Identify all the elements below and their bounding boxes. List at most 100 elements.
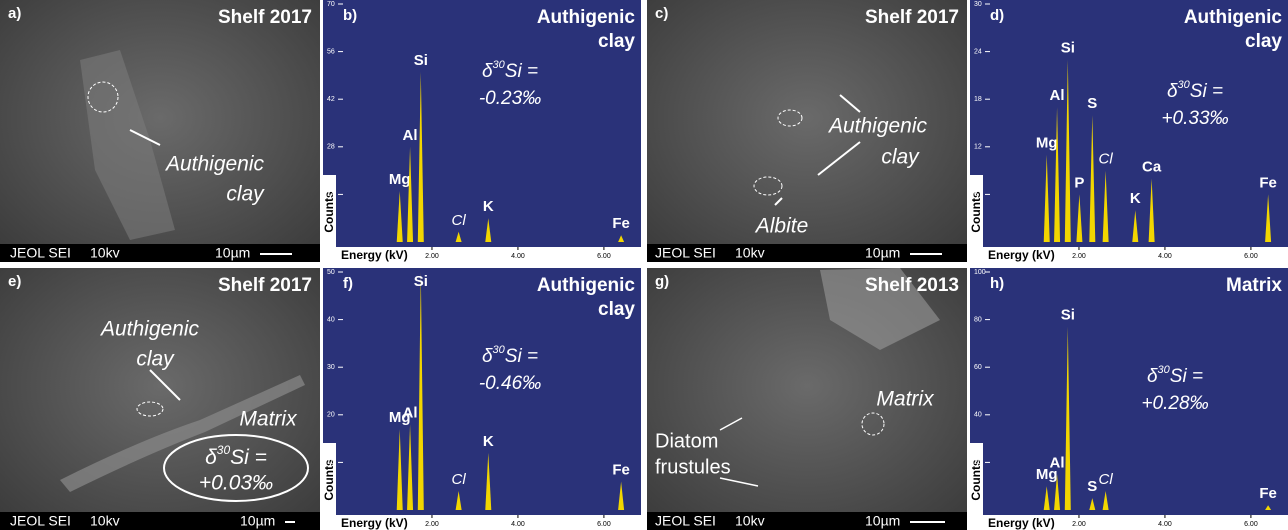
peak-label: Al: [1050, 87, 1065, 104]
eds-panel: Energy (kV)Counts2.004.006.001428425670M…: [322, 0, 641, 262]
delta-value: -0.46‰: [479, 373, 541, 394]
x-tick-label: 2.00: [425, 521, 439, 528]
delta-symbol: δ: [482, 61, 493, 82]
y-tick-label: 30: [974, 1, 982, 8]
peak-label: K: [483, 433, 494, 450]
panel-title: Authigenic: [537, 7, 636, 28]
panel-title: Shelf 2013: [865, 275, 959, 296]
annotation: Authigenic: [99, 318, 200, 341]
y-tick-label: 100: [974, 269, 986, 276]
panel-title: Authigenic: [1184, 7, 1283, 28]
scale-label: 10µm: [215, 245, 250, 261]
peak-label: Fe: [612, 461, 630, 478]
peak-label: Cl: [452, 471, 467, 488]
y-tick-label: 10: [327, 459, 335, 466]
y-tick-label: 12: [974, 144, 982, 151]
eds-background: [970, 0, 1288, 262]
peak-label: S: [1087, 95, 1097, 112]
y-tick-label: 20: [327, 412, 335, 419]
panel-title: Authigenic: [537, 275, 636, 296]
x-axis-label: Energy (kV): [988, 516, 1055, 530]
delta-symbol: δ: [205, 446, 217, 469]
delta-symbol: δ: [1147, 366, 1158, 387]
eds-background: [970, 268, 1288, 530]
x-tick-label: 6.00: [597, 521, 611, 528]
annotation: clay: [226, 183, 265, 206]
x-tick-label: 2.00: [425, 253, 439, 260]
delta-suffix: Si =: [505, 346, 538, 367]
panel-title: clay: [1245, 31, 1282, 52]
peak-label: Fe: [1259, 174, 1277, 191]
sem-panel: c) Shelf 2017 Authigenic clay Albite JEO…: [647, 0, 967, 262]
eds-panel: Energy (kV)Counts2.004.006.0020406080100…: [969, 268, 1288, 530]
peak-label: Fe: [1259, 485, 1277, 502]
annotation: clay: [136, 348, 175, 371]
instrument: JEOL SEI: [10, 513, 71, 529]
sem-panel: a) Shelf 2017 Authigenic clay JEOL SEI 1…: [0, 0, 320, 262]
x-tick-label: 4.00: [511, 521, 525, 528]
panel-label: e): [8, 273, 21, 290]
panel-label: c): [655, 5, 668, 22]
annotation: clay: [881, 146, 920, 169]
y-tick-label: 24: [974, 48, 982, 55]
panel-label: h): [990, 275, 1004, 292]
x-axis-label: Energy (kV): [341, 516, 408, 530]
x-axis-label: Energy (kV): [988, 248, 1055, 262]
y-tick-label: 30: [327, 364, 335, 371]
annotation: Matrix: [876, 388, 935, 411]
annotation: Authigenic: [164, 153, 265, 176]
panel-label: g): [655, 273, 669, 290]
delta: δ30Si =: [1167, 79, 1223, 102]
delta-sup: 30: [493, 344, 506, 356]
x-tick-label: 6.00: [1244, 521, 1258, 528]
delta: δ30Si =: [1147, 364, 1203, 387]
y-tick-label: 50: [327, 269, 335, 276]
peak-label: Mg: [1036, 135, 1058, 152]
delta-value: -0.23‰: [479, 88, 541, 109]
sem-panel: e) Shelf 2017 Authigenic clay Matrix δ30…: [0, 268, 320, 530]
peak-label: S: [1087, 478, 1097, 495]
instrument: JEOL SEI: [10, 245, 71, 261]
instrument: JEOL SEI: [655, 513, 716, 529]
x-tick-label: 4.00: [1158, 253, 1172, 260]
peak-label: Al: [403, 404, 418, 421]
peak-label: Cl: [452, 212, 467, 229]
peak-label: K: [483, 198, 494, 215]
annotation: Authigenic: [827, 115, 928, 138]
peak-label: Si: [414, 52, 428, 69]
delta-suffix: Si =: [230, 446, 267, 469]
y-tick-label: 42: [327, 96, 335, 103]
y-tick-label: 6: [974, 191, 978, 198]
delta-sup: 30: [1158, 364, 1171, 376]
panel-label: f): [343, 275, 353, 292]
delta-symbol: δ: [1167, 81, 1178, 102]
y-tick-label: 56: [327, 48, 335, 55]
annotation: Diatom: [655, 430, 718, 452]
delta-sup: 30: [493, 59, 506, 71]
peak-label: Cl: [1099, 151, 1114, 168]
panel-label: b): [343, 7, 357, 24]
panel-label: d): [990, 7, 1004, 24]
delta: δ30Si =: [482, 344, 538, 367]
delta: δ30Si =: [482, 59, 538, 82]
x-tick-label: 4.00: [511, 253, 525, 260]
y-tick-label: 40: [327, 316, 335, 323]
y-tick-label: 18: [974, 96, 982, 103]
x-tick-label: 6.00: [1244, 253, 1258, 260]
delta-suffix: Si =: [1190, 81, 1223, 102]
sem-panel: g) Shelf 2013 Diatom frustules Matrix JE…: [647, 268, 967, 530]
x-tick-label: 2.00: [1072, 521, 1086, 528]
peak-label: Cl: [1099, 471, 1114, 488]
annotation: frustules: [655, 456, 731, 478]
voltage: 10kv: [90, 513, 120, 529]
delta-sup: 30: [1178, 79, 1191, 91]
delta-value: +0.28‰: [1141, 393, 1208, 414]
x-tick-label: 2.00: [1072, 253, 1086, 260]
delta-value: +0.03‰: [199, 472, 273, 495]
delta-suffix: Si =: [505, 61, 538, 82]
y-tick-label: 20: [974, 459, 982, 466]
peak-label: Al: [1050, 454, 1065, 471]
y-tick-label: 28: [327, 144, 335, 151]
x-axis-label: Energy (kV): [341, 248, 408, 262]
delta-sup: 30: [217, 443, 231, 457]
